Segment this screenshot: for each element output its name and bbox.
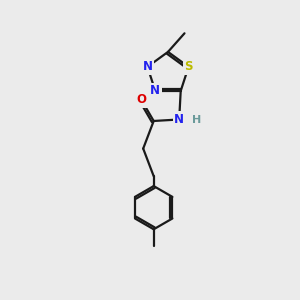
Text: S: S	[184, 60, 193, 73]
Text: N: N	[150, 85, 160, 98]
Text: H: H	[192, 115, 201, 125]
Text: N: N	[174, 113, 184, 126]
Text: O: O	[136, 93, 146, 106]
Text: N: N	[142, 60, 152, 73]
